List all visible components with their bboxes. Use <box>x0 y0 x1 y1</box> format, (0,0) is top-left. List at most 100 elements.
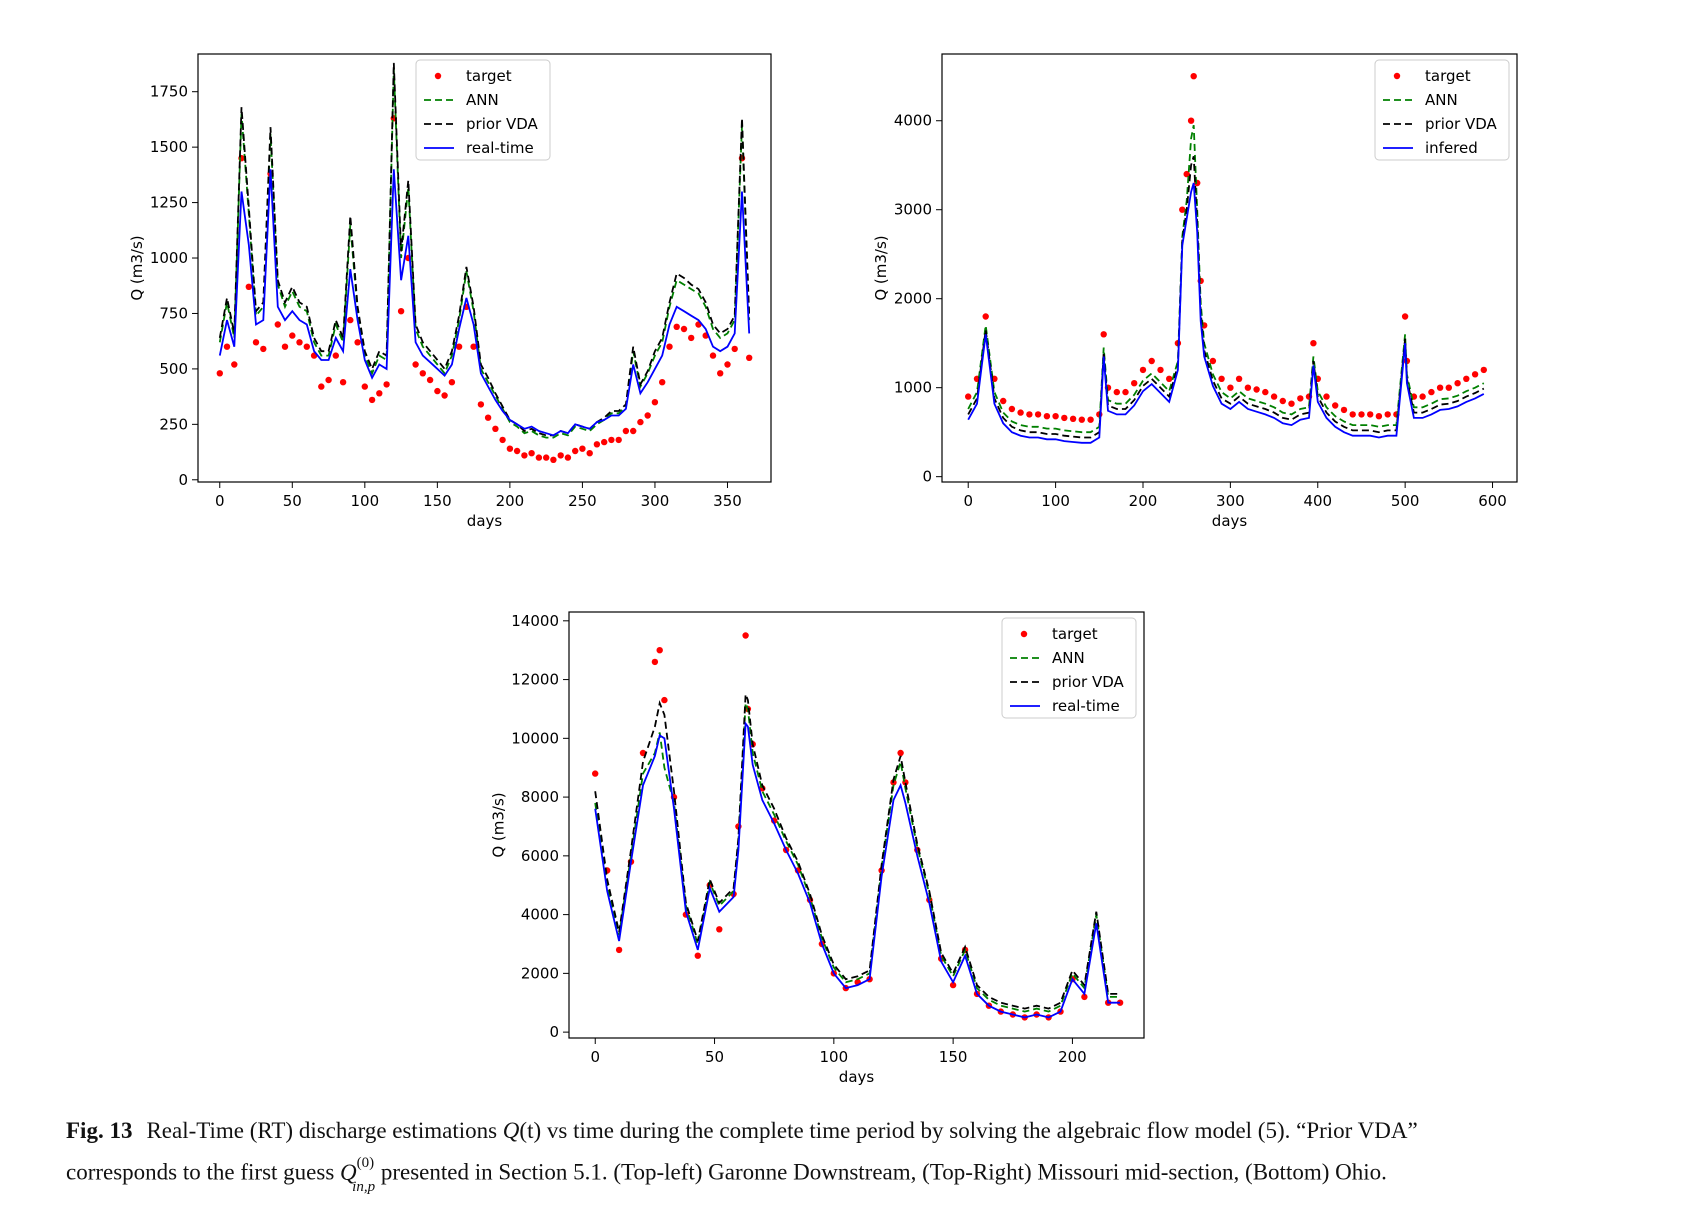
chart-ohio: 0 50 100 150 2000200040006000800010000120001… <box>490 611 1145 1086</box>
plot-frame <box>197 53 772 483</box>
data-point <box>1297 395 1304 402</box>
data-point <box>622 427 630 435</box>
data-point <box>506 445 514 452</box>
data-point <box>1000 397 1007 405</box>
x-tick-label: 300 <box>1216 492 1245 510</box>
data-point <box>354 339 361 346</box>
x-tick-label: 150 <box>939 1048 968 1066</box>
data-point <box>1428 388 1435 396</box>
data-point <box>644 412 651 419</box>
data-point <box>982 313 989 320</box>
x-tick-label: 350 <box>713 492 742 510</box>
data-point <box>742 632 749 639</box>
data-point <box>1100 331 1107 338</box>
series-line-prior-vda <box>218 62 751 437</box>
y-tick-label: 14000 <box>511 612 559 630</box>
data-point <box>361 383 368 390</box>
x-axis-label: days <box>467 512 503 530</box>
caption-text-1: Real-Time (RT) discharge estimations <box>146 1118 503 1143</box>
caption-q-subscript: in,p <box>352 1179 376 1196</box>
data-point <box>1358 411 1365 418</box>
data-point <box>1209 357 1217 365</box>
data-point <box>897 749 904 757</box>
data-point <box>593 441 601 448</box>
data-point <box>659 379 666 386</box>
data-point <box>441 392 448 399</box>
x-tick-label: 250 <box>568 492 597 510</box>
legend-label: ANN <box>1052 649 1085 667</box>
data-point <box>688 334 695 342</box>
data-point <box>543 454 550 461</box>
series-line-real-time <box>594 721 1121 1019</box>
caption-q-prior-symbol: Q(0) in,p <box>340 1155 375 1195</box>
data-point <box>550 456 557 463</box>
data-point <box>347 316 354 324</box>
legend-box <box>1001 617 1137 719</box>
x-tick-label: 400 <box>1303 492 1332 510</box>
plot-frame <box>941 53 1518 483</box>
data-point <box>1367 411 1374 418</box>
legend: target ANN prior VDA real-time <box>415 59 551 161</box>
data-point <box>513 447 521 455</box>
y-tick-label: 1000 <box>150 249 188 267</box>
caption-text-4: presented in Section 5.1. (Top-left) Gar… <box>375 1159 1387 1185</box>
data-point <box>216 370 223 377</box>
x-tick-label: 600 <box>1478 492 1507 510</box>
x-tick-label: 100 <box>351 492 380 510</box>
data-point <box>1052 413 1059 420</box>
caption-q-symbol: Q <box>502 1118 520 1143</box>
y-tick-label: 1250 <box>150 194 188 212</box>
chart-missouri: 0 100 200 300 400 500 600 0 1000 2000 3000 4000 days… <box>872 53 1518 530</box>
x-tick-label: 200 <box>1058 1048 1087 1066</box>
data-point <box>746 354 753 361</box>
data-point <box>281 343 289 350</box>
data-point <box>339 379 347 386</box>
data-point <box>592 770 599 777</box>
legend: target ANN prior VDA infered <box>1374 59 1510 161</box>
x-axis-label: days <box>1212 512 1248 530</box>
chart-garonne: 0 50 100 150 200 250 300 350 0 250 500 750 1000 1250 1… <box>128 53 772 530</box>
data-point <box>608 436 615 444</box>
x-tick-label: 300 <box>641 492 670 510</box>
legend-box <box>1374 59 1510 161</box>
y-tick-label: 1750 <box>150 83 188 101</box>
data-point <box>1218 375 1225 382</box>
x-tick-label: 0 <box>963 492 973 510</box>
y-tick-label: 6000 <box>521 847 559 865</box>
legend-label: prior VDA <box>1052 673 1125 691</box>
data-point <box>1244 384 1252 391</box>
data-point <box>1139 366 1147 374</box>
legend-label: target <box>1425 67 1471 85</box>
data-point <box>1026 411 1033 418</box>
data-point <box>1157 366 1164 374</box>
data-point <box>223 343 231 350</box>
data-point <box>1227 384 1234 391</box>
y-tick-label: 250 <box>159 415 188 433</box>
data-point <box>965 393 972 400</box>
data-point <box>245 283 252 290</box>
data-point <box>499 436 506 444</box>
x-axis-label: days <box>839 1068 875 1086</box>
data-point <box>601 438 608 446</box>
data-point <box>1113 388 1121 396</box>
plot-frame <box>568 611 1145 1039</box>
data-point <box>579 445 586 452</box>
legend-marker <box>1020 630 1028 638</box>
data-point <box>1436 384 1444 391</box>
data-point <box>572 447 579 455</box>
data-point <box>412 361 419 368</box>
legend-label: ANN <box>466 91 499 109</box>
x-tick-label: 500 <box>1391 492 1420 510</box>
data-point <box>376 390 383 397</box>
legend-marker <box>1393 72 1401 80</box>
data-point <box>1087 416 1094 423</box>
data-point <box>492 425 499 432</box>
x-tick-label: 50 <box>283 492 302 510</box>
y-tick-label: 8000 <box>521 788 559 806</box>
data-point <box>1235 375 1243 382</box>
legend-label: infered <box>1425 139 1478 157</box>
data-point <box>666 343 673 350</box>
data-point <box>1463 375 1470 382</box>
data-point <box>332 352 339 359</box>
data-point <box>651 658 659 666</box>
